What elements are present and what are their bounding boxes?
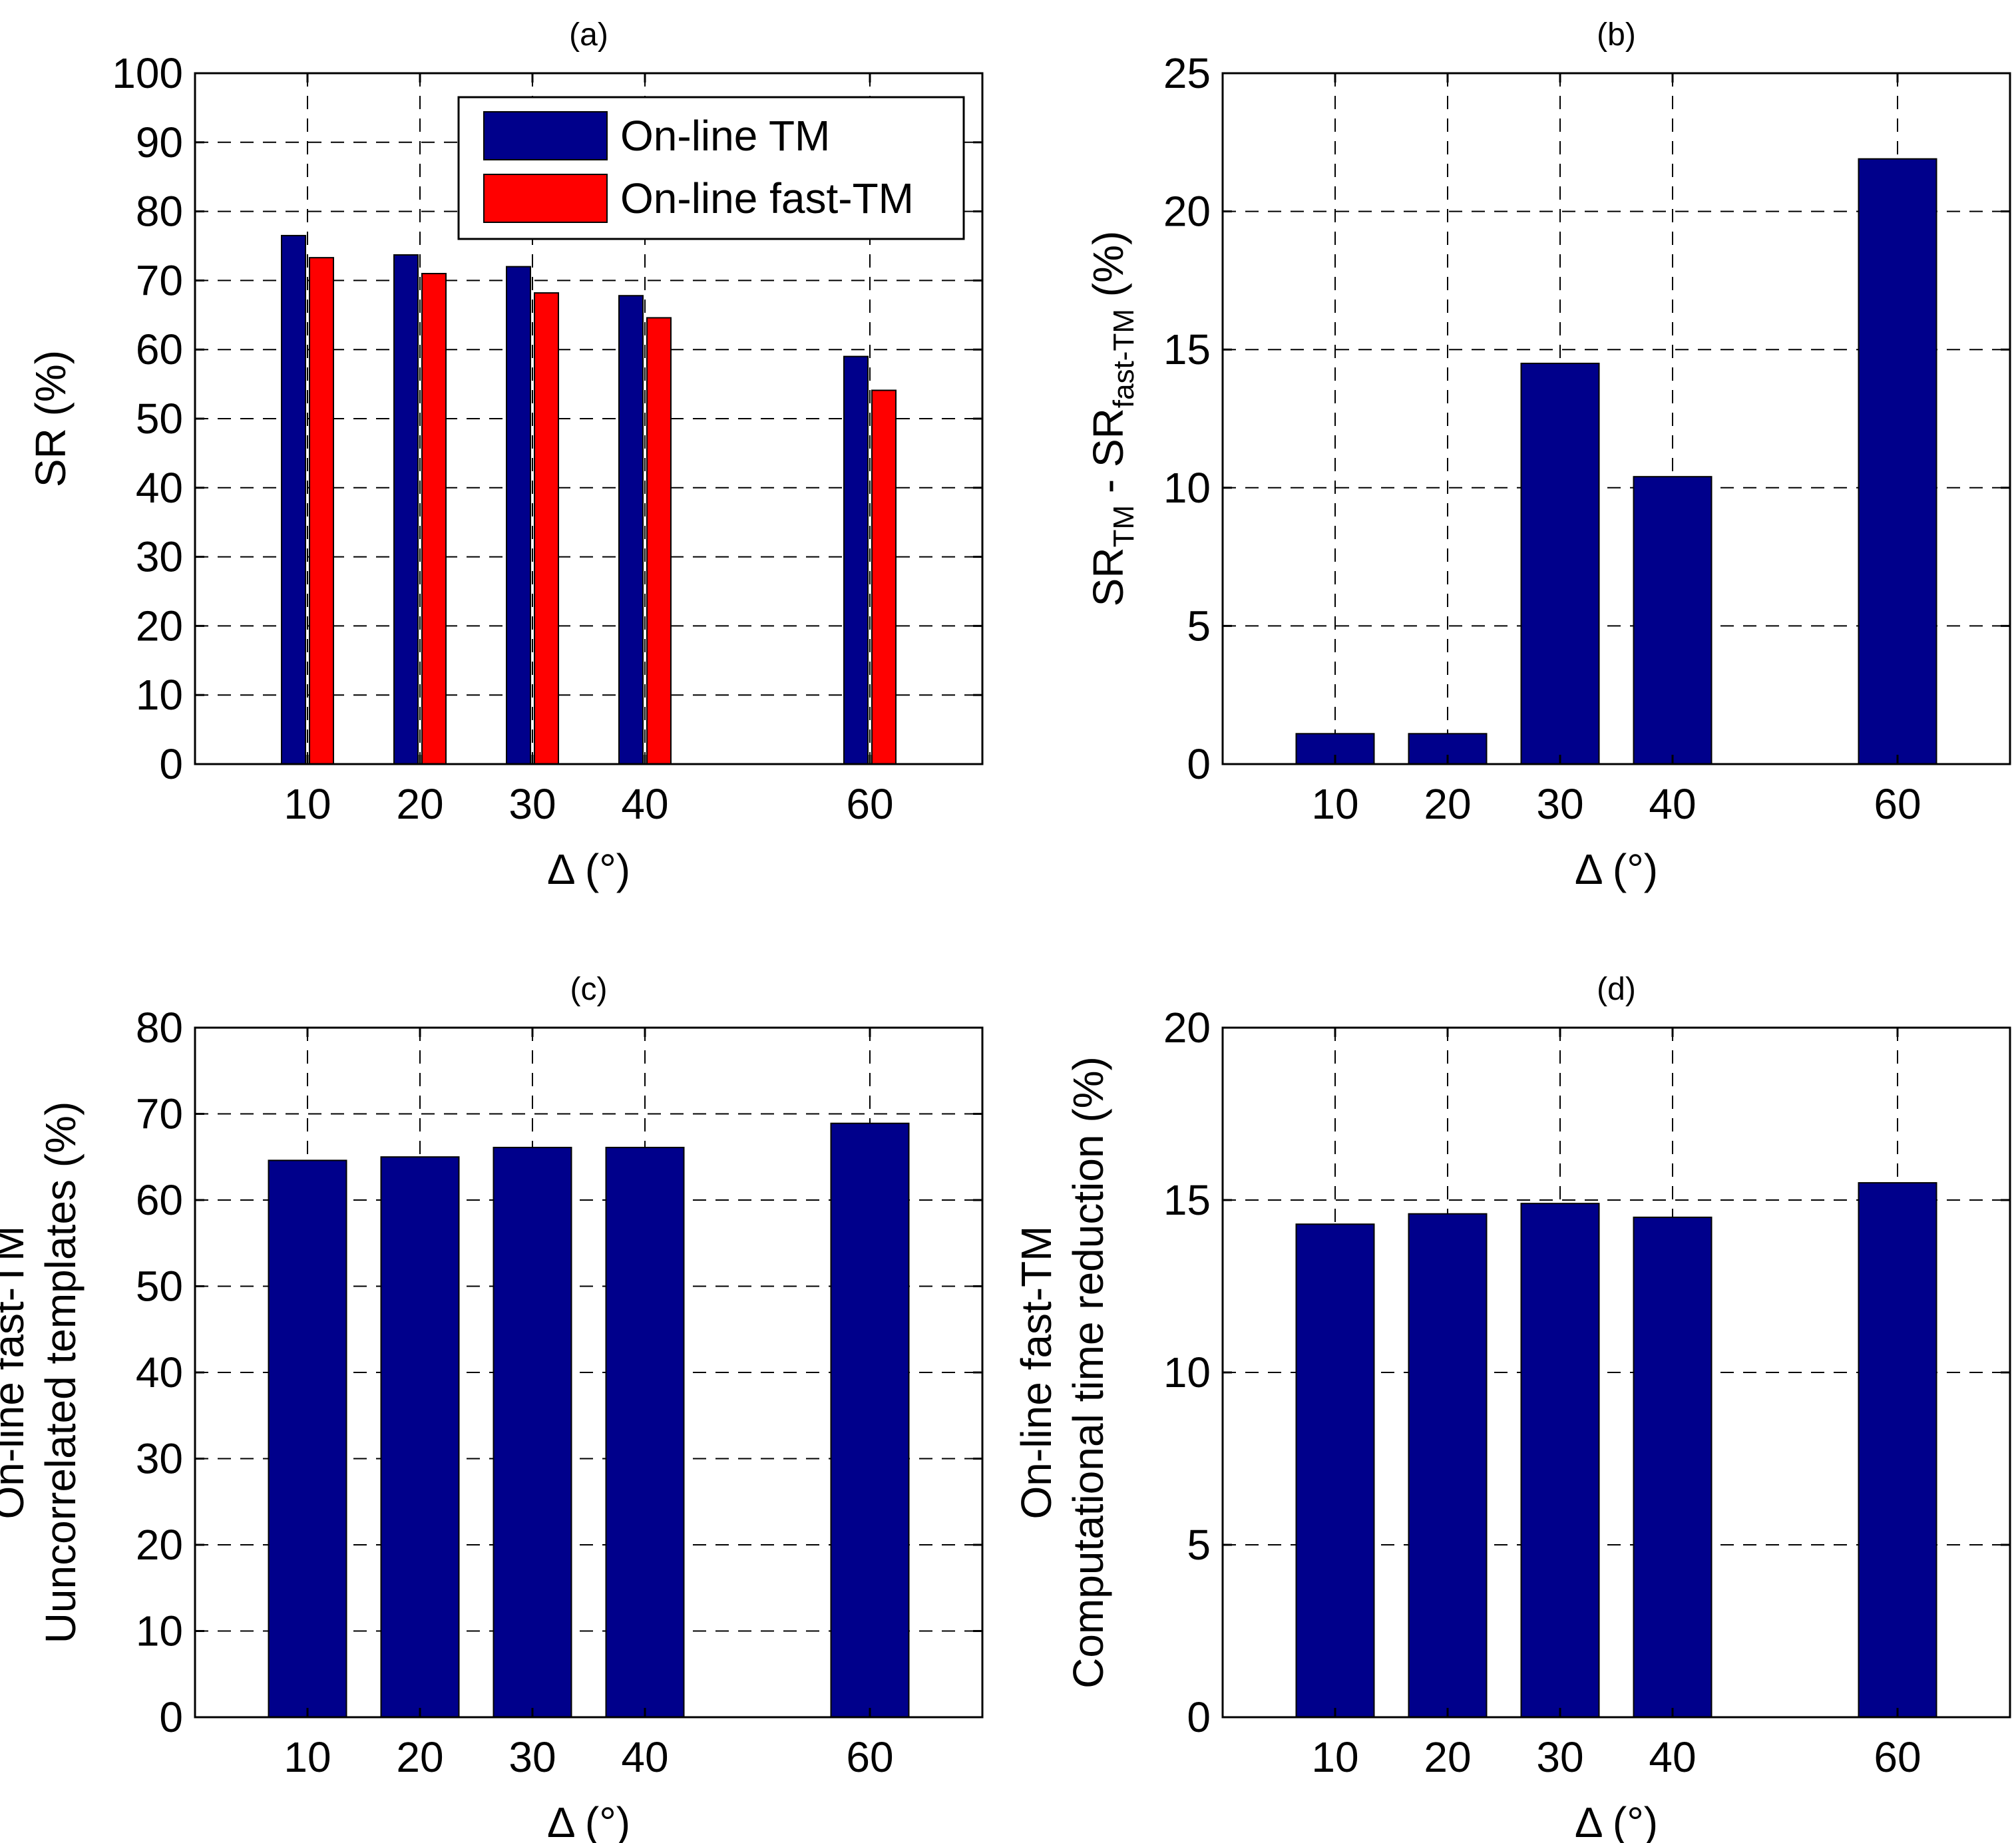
y-axis-label-line-1: On-line fast-TM	[0, 1226, 33, 1520]
y-axis-label-line-2: Uuncorrelated templates (%)	[37, 1102, 85, 1644]
x-tick-label: 10	[284, 780, 331, 828]
x-tick-label: 40	[1649, 780, 1696, 828]
y-tick-label: 30	[136, 1435, 183, 1483]
y-tick-label: 50	[136, 1263, 183, 1311]
x-tick-label: 10	[1311, 1733, 1358, 1781]
x-axis-label: Δ (°)	[1575, 845, 1658, 893]
bar-series-1-40	[605, 1147, 685, 1718]
bar-series-1-60	[1858, 1182, 1937, 1718]
y-tick-label: 10	[136, 1607, 183, 1655]
y-tick-label: 0	[159, 1693, 183, 1741]
chart-panel-2: 0 5 10 15 20 25 10 20 30 40 60 (b) Δ (°) SRTM - SRfas…	[1084, 17, 2011, 893]
y-tick-label: 0	[1187, 1693, 1211, 1741]
chart-panel-3: 0 10 20 30 40 50 60 70 80 10 20 30 40 60 (c) Δ (°) On-li…	[0, 972, 984, 1843]
bar-series-1-20	[1408, 1213, 1488, 1718]
y-tick-label: 0	[1187, 740, 1211, 788]
bar-series-1-60	[1858, 158, 1937, 765]
x-tick-label: 60	[846, 780, 893, 828]
y-tick-label: 50	[136, 395, 183, 443]
y-tick-label: 15	[1163, 325, 1211, 373]
chart-panel-4: 0 5 10 15 20 10 20 30 40 60 (d) Δ (°) On-line fast-T…	[1012, 972, 2011, 1843]
chart-panel-1: 0 10 20 30 40 50 60 70 80 90 100 10 20 30 40 60 (a) Δ (°)…	[27, 17, 984, 893]
y-tick-label: 100	[112, 49, 183, 97]
y-tick-label: 30	[136, 533, 183, 581]
y-tick-label: 20	[1163, 1004, 1211, 1052]
bar-series-1-30	[506, 266, 531, 765]
x-tick-label: 40	[621, 1733, 668, 1781]
x-tick-label: 10	[284, 1733, 331, 1781]
bar-series-1-40	[1633, 1216, 1713, 1718]
x-tick-label: 40	[621, 780, 668, 828]
x-axis-label: Δ (°)	[547, 845, 630, 893]
y-tick-label: 70	[136, 1090, 183, 1138]
bar-series-1-10	[281, 234, 306, 765]
bar-series-1-40	[618, 295, 644, 765]
x-tick-label: 60	[1874, 780, 1921, 828]
x-tick-label: 20	[1424, 1733, 1471, 1781]
y-tick-label: 40	[136, 1348, 183, 1396]
bar-series-2-60	[871, 389, 897, 765]
bar-series-2-40	[646, 317, 672, 765]
x-axis-label: Δ (°)	[1575, 1798, 1658, 1843]
y-tick-label: 0	[159, 740, 183, 788]
bar-series-1-10	[268, 1159, 347, 1719]
x-tick-label: 20	[396, 780, 443, 828]
y-tick-label: 10	[1163, 1348, 1211, 1396]
bar-series-2-30	[534, 292, 559, 765]
y-tick-label: 20	[136, 602, 183, 650]
y-axis-label: SRTM - SRfast-TM (%)	[1084, 231, 1140, 607]
x-tick-label: 40	[1649, 1733, 1696, 1781]
y-tick-label: 70	[136, 256, 183, 304]
bar-series-1-40	[1633, 476, 1713, 765]
y-tick-label: 80	[136, 1004, 183, 1052]
bar-series-1-20	[380, 1156, 460, 1718]
bar-series-1-20	[393, 254, 419, 765]
y-tick-label: 25	[1163, 49, 1211, 97]
y-tick-label: 10	[1163, 464, 1211, 512]
y-tick-label: 10	[136, 671, 183, 719]
y-tick-label: 80	[136, 188, 183, 236]
x-tick-label: 60	[846, 1733, 893, 1781]
x-tick-label: 30	[508, 780, 556, 828]
y-tick-label: 5	[1187, 602, 1211, 650]
x-tick-label: 30	[508, 1733, 556, 1781]
legend-swatch	[483, 111, 608, 160]
bar-series-1-30	[1520, 1203, 1600, 1719]
y-tick-label: 90	[136, 118, 183, 166]
bar-series-1-60	[830, 1122, 910, 1718]
panel-title: (d)	[1597, 972, 1636, 1007]
axes-frame	[1221, 72, 2011, 765]
x-tick-label: 20	[396, 1733, 443, 1781]
x-tick-label: 10	[1311, 780, 1358, 828]
x-tick-label: 30	[1536, 780, 1583, 828]
y-tick-label: 20	[136, 1521, 183, 1569]
legend: On-line TM On-line fast-TM	[457, 96, 965, 240]
x-tick-label: 20	[1424, 780, 1471, 828]
y-axis-label: SR (%)	[27, 350, 75, 487]
y-tick-label: 20	[1163, 188, 1211, 236]
y-axis-label-line-2: Computational time reduction (%)	[1064, 1056, 1112, 1689]
panel-title: (c)	[570, 972, 608, 1007]
y-tick-label: 60	[136, 325, 183, 373]
y-tick-label: 15	[1163, 1176, 1211, 1224]
y-axis-label-line-1: On-line fast-TM	[1012, 1226, 1060, 1520]
y-tick-label: 40	[136, 464, 183, 512]
bar-series-1-30	[1520, 362, 1600, 765]
bar-series-1-10	[1295, 1223, 1375, 1718]
bar-series-2-10	[309, 257, 334, 765]
bar-series-1-60	[843, 355, 869, 765]
y-tick-label: 60	[136, 1176, 183, 1224]
y-tick-label: 5	[1187, 1521, 1211, 1569]
panel-title: (b)	[1597, 17, 1636, 53]
panel-title: (a)	[569, 17, 608, 53]
x-axis-label: Δ (°)	[547, 1798, 630, 1843]
legend-label: On-line TM	[620, 112, 830, 160]
bar-series-1-30	[493, 1147, 572, 1718]
x-tick-label: 30	[1536, 1733, 1583, 1781]
legend-label: On-line fast-TM	[620, 174, 914, 222]
x-tick-label: 60	[1874, 1733, 1921, 1781]
bar-series-2-20	[421, 273, 447, 765]
legend-swatch	[483, 174, 608, 223]
